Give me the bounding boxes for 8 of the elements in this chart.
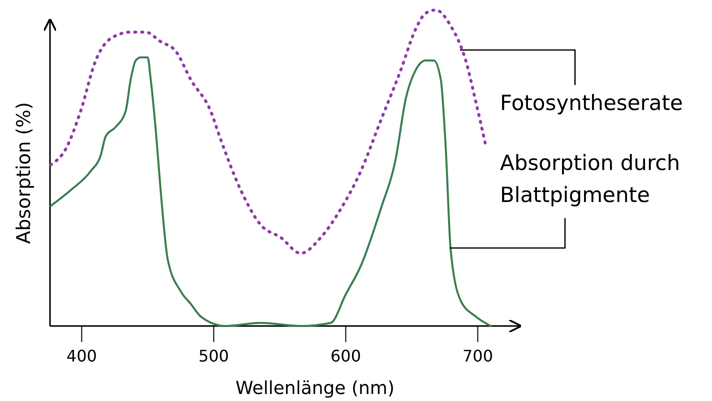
x-tick-label: 500	[198, 346, 229, 366]
x-tick-label: 400	[66, 346, 97, 366]
x-tick-label: 600	[330, 346, 362, 366]
y-axis-title: Absorption (%)	[13, 102, 35, 244]
x-tick-label: 700	[462, 346, 494, 366]
series-label: Fotosyntheserate	[500, 91, 683, 115]
x-axis-title: Wellenlänge (nm)	[236, 378, 394, 399]
text: Absorption durch Blattpigmente	[500, 151, 680, 207]
